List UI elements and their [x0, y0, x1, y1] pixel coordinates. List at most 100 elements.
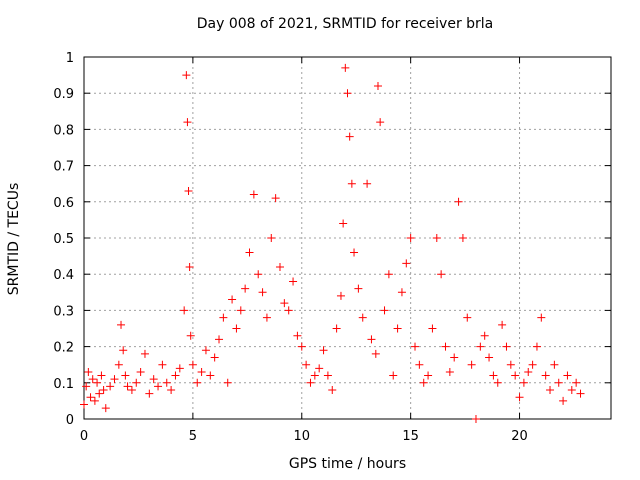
data-point	[445, 367, 454, 376]
data-point	[158, 360, 167, 369]
data-point	[140, 349, 149, 358]
x-axis-label: GPS time / hours	[288, 456, 407, 472]
data-point	[167, 386, 176, 395]
data-point	[228, 295, 237, 304]
data-point	[380, 306, 389, 315]
data-point	[145, 389, 154, 398]
data-point	[576, 389, 585, 398]
data-point	[188, 360, 197, 369]
data-point	[467, 360, 476, 369]
data-point	[485, 353, 494, 362]
data-point	[393, 324, 402, 333]
y-tick-label: 0.2	[53, 341, 74, 356]
data-point	[101, 404, 110, 413]
data-point	[532, 342, 541, 351]
data-point	[284, 306, 293, 315]
data-point	[363, 179, 372, 188]
data-point	[323, 371, 332, 380]
data-point	[563, 371, 572, 380]
data-point	[99, 386, 108, 395]
data-point	[550, 360, 559, 369]
data-point	[293, 331, 302, 340]
data-point	[315, 364, 324, 373]
data-point	[371, 349, 380, 358]
data-point	[559, 396, 568, 405]
data-point	[389, 371, 398, 380]
y-tick-label: 1	[66, 51, 74, 66]
data-point	[546, 386, 555, 395]
data-point	[441, 342, 450, 351]
data-point	[454, 197, 463, 206]
data-point	[185, 262, 194, 271]
data-point	[358, 313, 367, 322]
data-point	[411, 342, 420, 351]
x-tick-label: 20	[511, 429, 528, 444]
data-point	[136, 367, 145, 376]
data-point	[524, 367, 533, 376]
data-point	[197, 367, 206, 376]
data-point	[271, 194, 280, 203]
data-point	[275, 262, 284, 271]
data-point	[219, 313, 228, 322]
x-tick-label: 0	[80, 429, 88, 444]
data-point	[476, 342, 485, 351]
data-point	[184, 186, 193, 195]
data-point	[206, 371, 215, 380]
data-point	[502, 342, 511, 351]
data-point	[245, 248, 254, 257]
chart-title: Day 008 of 2021, SRMTID for receiver brl…	[196, 16, 494, 32]
data-point	[249, 190, 258, 199]
data-point	[458, 234, 467, 242]
y-tick-label: 0.6	[53, 196, 74, 211]
data-point	[310, 371, 319, 380]
data-point	[267, 234, 276, 242]
y-tick-label: 0.8	[53, 123, 74, 138]
data-point	[117, 320, 126, 329]
data-points	[80, 63, 585, 423]
data-point	[132, 378, 141, 387]
data-point	[280, 299, 289, 308]
data-point	[193, 378, 202, 387]
data-point	[319, 346, 328, 355]
y-tick-label: 0.5	[53, 232, 74, 247]
axis-ticks	[83, 56, 611, 420]
data-point	[345, 132, 354, 141]
x-tick-label: 10	[293, 429, 310, 444]
data-point	[506, 360, 515, 369]
data-point	[515, 393, 524, 402]
data-point	[328, 386, 337, 395]
data-point	[80, 400, 88, 409]
data-point	[424, 371, 433, 380]
data-point	[289, 277, 298, 286]
data-point	[86, 393, 95, 402]
data-point	[528, 360, 537, 369]
data-point	[376, 118, 385, 127]
data-point	[114, 360, 123, 369]
data-point	[343, 89, 352, 98]
data-point	[373, 81, 382, 90]
data-point	[201, 346, 210, 355]
data-point	[106, 382, 115, 391]
data-point	[149, 375, 158, 384]
data-point	[162, 378, 171, 387]
data-point	[88, 375, 97, 384]
data-point	[347, 179, 356, 188]
data-point	[537, 313, 546, 322]
data-point	[241, 284, 250, 293]
y-tick-label: 0.7	[53, 160, 74, 175]
x-tick-label: 15	[402, 429, 419, 444]
data-point	[406, 234, 415, 242]
data-point	[171, 371, 180, 380]
data-point	[127, 386, 136, 395]
data-point	[572, 378, 581, 387]
x-tick-label: 5	[189, 429, 197, 444]
data-point	[110, 375, 119, 384]
data-point	[402, 259, 411, 268]
data-point	[471, 415, 480, 423]
data-point	[186, 331, 195, 340]
data-point	[463, 313, 472, 322]
data-point	[437, 270, 446, 279]
data-point	[354, 284, 363, 293]
data-point	[223, 378, 232, 387]
